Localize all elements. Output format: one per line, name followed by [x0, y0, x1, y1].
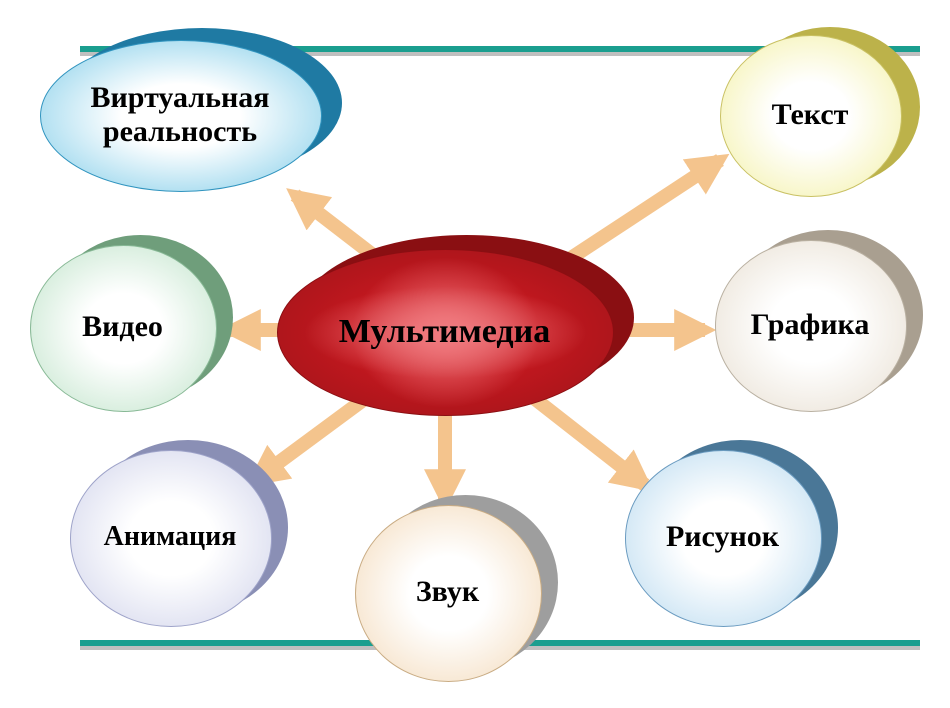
diagram-canvas: Мультимедиа Виртуальная реальность Текст Ви… [0, 0, 950, 708]
node-drawing: Рисунок [625, 450, 820, 625]
node-label: Текст [720, 35, 900, 195]
node-label: Звук [355, 505, 540, 680]
node-label: Мультимедиа [277, 249, 612, 414]
node-text: Текст [720, 35, 900, 195]
node-graphic: Графика [715, 240, 905, 410]
node-anim: Анимация [70, 450, 270, 625]
node-video: Видео [30, 245, 215, 410]
node-center: Мультимедиа [277, 249, 612, 414]
node-label: Видео [30, 245, 215, 410]
node-label: Графика [715, 240, 905, 410]
node-sound: Звук [355, 505, 540, 680]
node-label: Анимация [70, 450, 270, 625]
node-label: Виртуальная реальность [40, 40, 320, 190]
node-label: Рисунок [625, 450, 820, 625]
node-vr: Виртуальная реальность [40, 40, 320, 190]
